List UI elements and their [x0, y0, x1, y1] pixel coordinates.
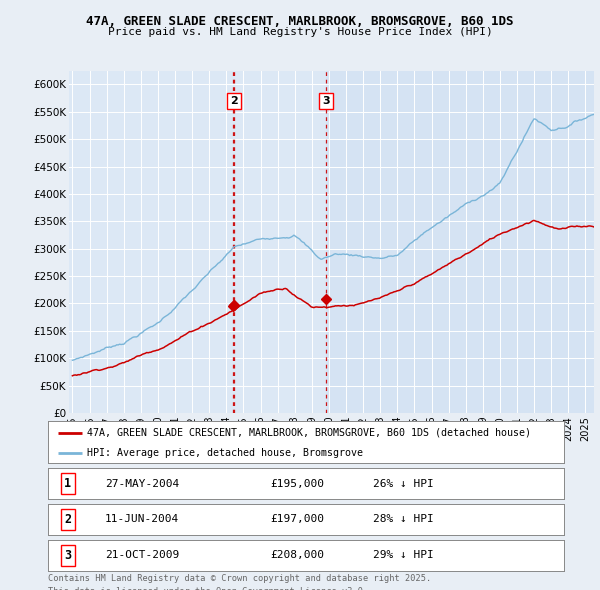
Text: 21-OCT-2009: 21-OCT-2009 [105, 550, 179, 560]
Text: Price paid vs. HM Land Registry's House Price Index (HPI): Price paid vs. HM Land Registry's House … [107, 27, 493, 37]
Text: 28% ↓ HPI: 28% ↓ HPI [373, 514, 434, 525]
Text: 47A, GREEN SLADE CRESCENT, MARLBROOK, BROMSGROVE, B60 1DS: 47A, GREEN SLADE CRESCENT, MARLBROOK, BR… [86, 15, 514, 28]
Text: 2: 2 [230, 96, 238, 106]
Bar [326, 71, 594, 413]
Text: £197,000: £197,000 [270, 514, 324, 525]
Text: 26% ↓ HPI: 26% ↓ HPI [373, 478, 434, 489]
Text: 11-JUN-2004: 11-JUN-2004 [105, 514, 179, 525]
Text: £195,000: £195,000 [270, 478, 324, 489]
Text: £208,000: £208,000 [270, 550, 324, 560]
Text: 1: 1 [64, 477, 71, 490]
Text: 47A, GREEN SLADE CRESCENT, MARLBROOK, BROMSGROVE, B60 1DS (detached house): 47A, GREEN SLADE CRESCENT, MARLBROOK, BR… [86, 428, 531, 438]
Text: 29% ↓ HPI: 29% ↓ HPI [373, 550, 434, 560]
Text: 2: 2 [64, 513, 71, 526]
Text: This data is licensed under the Open Government Licence v3.0.: This data is licensed under the Open Gov… [48, 587, 368, 590]
Text: 3: 3 [322, 96, 329, 106]
Text: HPI: Average price, detached house, Bromsgrove: HPI: Average price, detached house, Brom… [86, 448, 362, 457]
Text: Contains HM Land Registry data © Crown copyright and database right 2025.: Contains HM Land Registry data © Crown c… [48, 574, 431, 583]
Text: 27-MAY-2004: 27-MAY-2004 [105, 478, 179, 489]
Text: 3: 3 [64, 549, 71, 562]
